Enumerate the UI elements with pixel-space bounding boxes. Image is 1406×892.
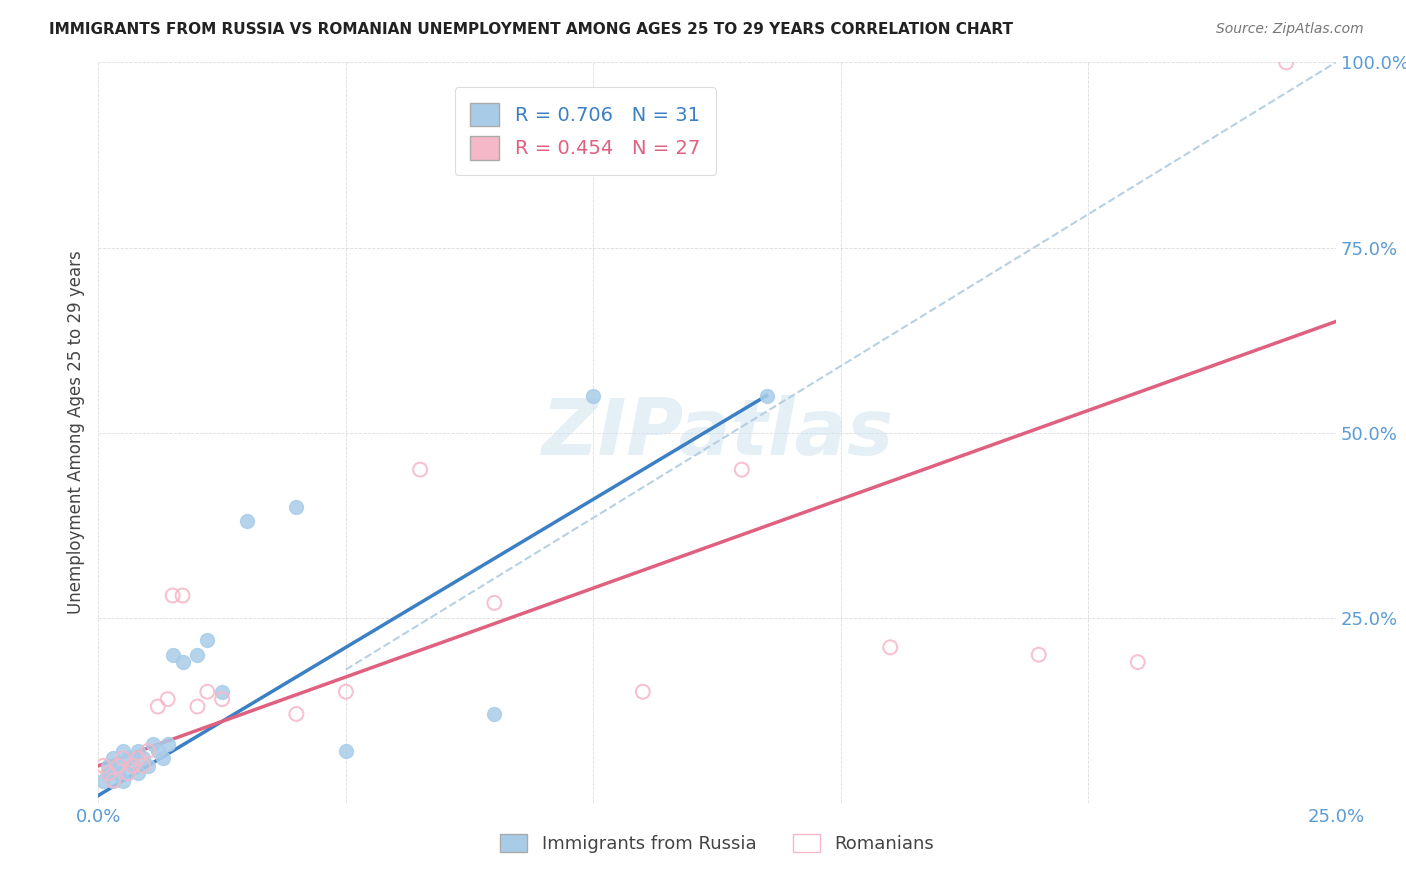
Point — [195, 632, 218, 647]
Point — [186, 699, 208, 714]
Point — [1275, 55, 1298, 70]
Point — [146, 744, 169, 758]
Point — [172, 655, 194, 669]
Point — [122, 758, 145, 772]
Point — [211, 692, 233, 706]
Point — [731, 462, 754, 476]
Point — [107, 758, 129, 772]
Text: Source: ZipAtlas.com: Source: ZipAtlas.com — [1216, 22, 1364, 37]
Point — [97, 766, 120, 780]
Point — [879, 640, 901, 655]
Point — [152, 751, 174, 765]
Point — [107, 758, 129, 772]
Point — [127, 744, 149, 758]
Y-axis label: Unemployment Among Ages 25 to 29 years: Unemployment Among Ages 25 to 29 years — [66, 251, 84, 615]
Point — [97, 766, 120, 780]
Point — [97, 758, 120, 772]
Point — [117, 751, 139, 765]
Point — [582, 389, 605, 403]
Point — [112, 773, 135, 788]
Point — [156, 692, 179, 706]
Point — [162, 648, 184, 662]
Point — [136, 744, 159, 758]
Point — [172, 589, 194, 603]
Point — [122, 758, 145, 772]
Point — [211, 685, 233, 699]
Point — [236, 515, 259, 529]
Point — [1028, 648, 1050, 662]
Point — [103, 751, 125, 765]
Point — [103, 773, 125, 788]
Point — [631, 685, 654, 699]
Point — [117, 766, 139, 780]
Point — [1126, 655, 1149, 669]
Point — [132, 758, 155, 772]
Point — [112, 751, 135, 765]
Point — [103, 773, 125, 788]
Point — [136, 758, 159, 772]
Point — [195, 685, 218, 699]
Point — [112, 744, 135, 758]
Text: IMMIGRANTS FROM RUSSIA VS ROMANIAN UNEMPLOYMENT AMONG AGES 25 TO 29 YEARS CORREL: IMMIGRANTS FROM RUSSIA VS ROMANIAN UNEMP… — [49, 22, 1014, 37]
Point — [146, 699, 169, 714]
Point — [107, 766, 129, 780]
Point — [127, 751, 149, 765]
Text: ZIPatlas: ZIPatlas — [541, 394, 893, 471]
Point — [132, 751, 155, 765]
Point — [285, 706, 308, 721]
Point — [335, 744, 357, 758]
Point — [484, 706, 506, 721]
Point — [142, 737, 165, 751]
Point — [162, 589, 184, 603]
Point — [186, 648, 208, 662]
Point — [117, 766, 139, 780]
Point — [335, 685, 357, 699]
Point — [93, 773, 115, 788]
Legend: Immigrants from Russia, Romanians: Immigrants from Russia, Romanians — [494, 827, 941, 861]
Point — [409, 462, 432, 476]
Point — [285, 500, 308, 514]
Point — [755, 389, 778, 403]
Point — [156, 737, 179, 751]
Point — [127, 766, 149, 780]
Point — [484, 596, 506, 610]
Point — [93, 758, 115, 772]
